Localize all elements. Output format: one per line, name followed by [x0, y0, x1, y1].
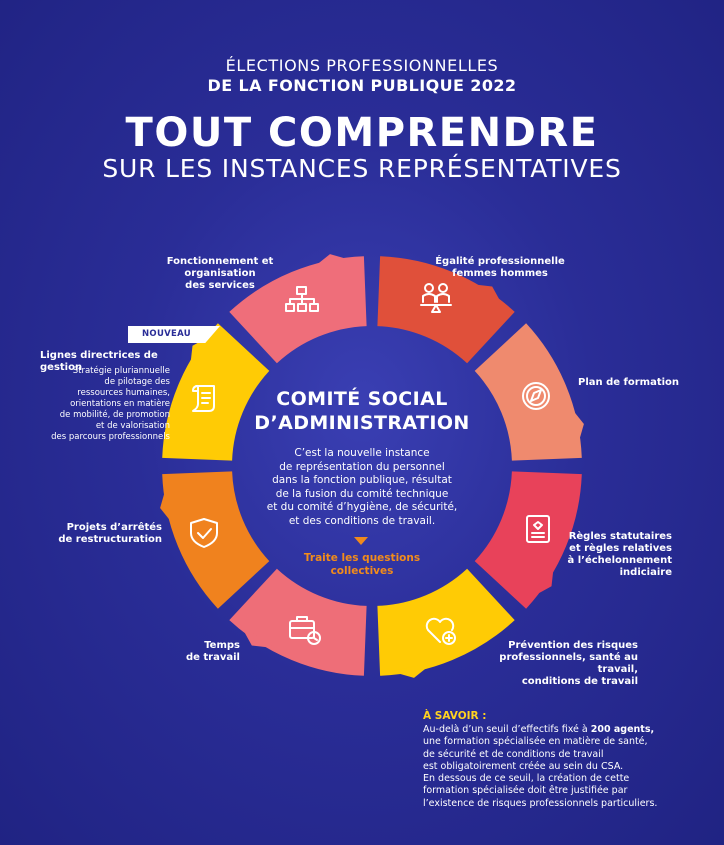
segment-regles-statutaires-pointer	[530, 562, 555, 598]
label-lignes-directrices-title: Lignes directrices de gestion	[40, 350, 158, 373]
segment-temps-travail-pointer	[240, 624, 276, 649]
shield-check-icon	[190, 518, 218, 548]
label-lignes-directrices-desc: Stratégie pluriannuelle de pilotage des re…	[51, 366, 170, 442]
label-fonctionnement: Fonctionnement et organisation des servic…	[166, 256, 274, 291]
header-line-1: ÉLECTIONS PROFESSIONNELLES	[225, 56, 499, 75]
page-title: TOUT COMPRENDRE	[125, 110, 599, 156]
center-title: COMITÉ SOCIAL D’ADMINISTRATION	[254, 388, 470, 434]
segment-prevention-pointer	[390, 662, 433, 678]
center-tag: Traite les questions collectives	[303, 552, 421, 577]
org-chart-icon	[285, 286, 319, 312]
label-egalite: Égalité professionnelle femmes hommes	[435, 256, 565, 279]
briefcase-clock-icon	[289, 616, 321, 645]
segment-fonctionnement-pointer	[311, 254, 354, 270]
label-plan-formation: Plan de formation	[578, 377, 680, 388]
a-savoir-text: Au-delà d’un seuil d’effectifs fixé à 20…	[423, 724, 658, 809]
label-prevention: Prévention des risques professionnels, sa…	[499, 640, 638, 687]
segment-egalite	[377, 256, 515, 364]
segment-regles-statutaires	[474, 471, 582, 609]
center-description: C’est la nouvelle instance de représentat…	[266, 447, 458, 527]
segment-plan-formation-pointer	[568, 405, 584, 448]
equality-icon	[420, 283, 452, 313]
segment-projets-arretes-pointer	[160, 484, 176, 527]
certificate-icon	[526, 515, 550, 543]
page-subtitle: SUR LES INSTANCES REPRÉSENTATIVES	[102, 154, 622, 183]
label-projets-arretes: Projets d’arrêtés de restructuration	[58, 522, 162, 545]
a-savoir-title: À SAVOIR :	[423, 710, 487, 722]
nouveau-badge: NOUVEAU	[128, 326, 220, 343]
segment-temps-travail	[229, 568, 367, 676]
header-line-2: DE LA FONCTION PUBLIQUE 2022	[207, 76, 517, 95]
heart-plus-icon	[425, 617, 456, 645]
segment-lignes-directrices-pointer	[189, 334, 214, 370]
scroll-icon	[192, 385, 215, 412]
segment-prevention	[377, 568, 515, 676]
label-regles-statutaires: Règles statutaires et règles relatives à l…	[567, 531, 673, 578]
segment-lignes-directrices	[162, 323, 270, 461]
compass-icon	[522, 382, 550, 410]
segment-egalite-pointer	[468, 283, 504, 308]
label-temps-travail: Temps de travail	[185, 640, 240, 663]
center-arrow-icon	[354, 537, 368, 545]
